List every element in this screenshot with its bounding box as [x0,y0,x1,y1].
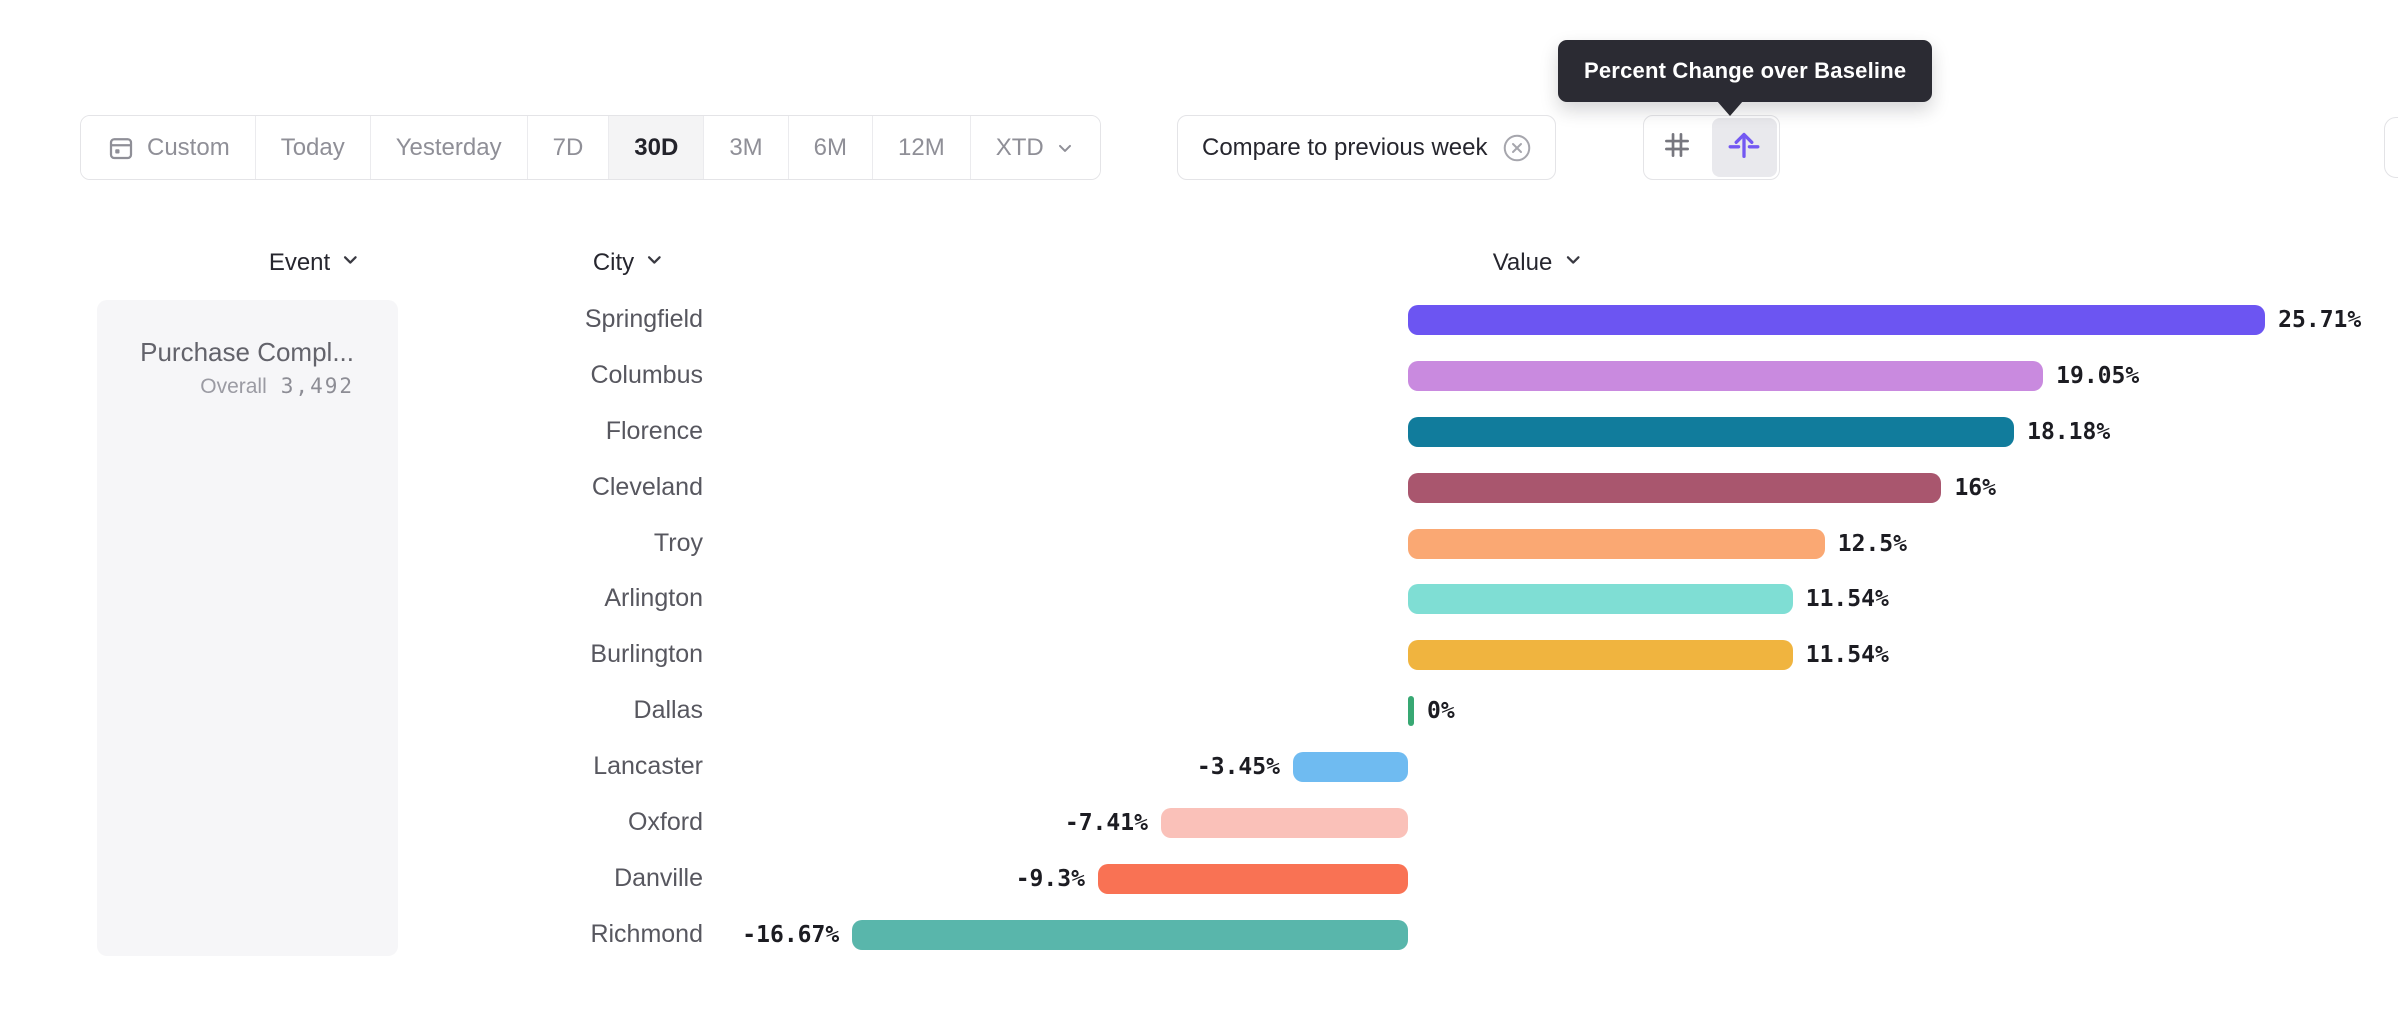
chevron-down-icon [644,249,665,277]
bar[interactable] [1408,584,1793,615]
table-row: Dallas 0% [0,683,2398,739]
date-range-label: Yesterday [395,133,502,161]
date-range-group: Custom Today Yesterday 7D 30D 3M 6M 12M … [80,115,1101,180]
bar[interactable] [1408,360,2044,391]
bar[interactable] [1408,528,1825,559]
bar[interactable] [1408,640,1793,671]
city-label: Danville [614,863,703,892]
date-range-label: Today [280,133,345,161]
table-row: Burlington 11.54% [0,627,2398,683]
column-header-city[interactable]: City [593,246,665,280]
date-range-label: 30D [634,133,679,161]
date-range-button[interactable]: Custom [81,116,255,179]
column-header-value[interactable]: Value [1493,246,1584,280]
value-label: -16.67% [742,921,840,948]
date-range-label: 12M [898,133,945,161]
toggle-percent-baseline-view[interactable] [1711,118,1777,177]
bar-rows: Springfield 25.71% Columbus 19.05% Flore… [0,292,2398,963]
city-label: Oxford [627,808,703,837]
event-card[interactable]: Purchase Compl... Overall 3,492 [97,300,398,956]
close-circle-icon[interactable] [1501,132,1533,164]
date-range-label: XTD [995,133,1044,161]
table-row: Oxford -7.41% [0,795,2398,851]
value-label: 0% [1427,698,1455,725]
bar[interactable] [1097,863,1408,894]
table-row: Springfield 25.71% [0,292,2398,348]
chevron-down-icon [1055,138,1075,158]
bar[interactable] [1408,472,1942,503]
percent-baseline-icon [1726,127,1762,168]
value-label: 12.5% [1837,530,1907,557]
table-row: Florence 18.18% [0,404,2398,460]
bar[interactable] [1408,696,1414,727]
column-header-label: Event [268,249,331,276]
table-row: Troy 12.5% [0,516,2398,572]
date-range-label: Custom [147,133,230,161]
overall-value: 3,492 [280,374,354,398]
date-range-button[interactable]: Yesterday [369,116,527,179]
date-range-button[interactable]: 6M [787,116,872,179]
bar[interactable] [1160,808,1408,839]
city-label: Columbus [590,360,703,389]
date-range-label: 6M [813,133,847,161]
table-row: Richmond -16.67% [0,907,2398,963]
table-row: Cleveland 16% [0,460,2398,516]
date-range-button[interactable]: Today [254,116,370,179]
overall-label: Overall [200,375,267,398]
bar[interactable] [1408,305,2266,335]
calendar-icon [106,133,136,163]
value-label: 11.54% [1805,586,1889,613]
view-toggle-group [1643,115,1780,180]
date-range-button[interactable]: 30D [608,116,704,179]
column-header-label: Value [1492,249,1553,276]
event-title: Purchase Compl... [140,337,354,367]
value-label: 11.54% [1805,642,1889,669]
city-label: Arlington [604,584,703,613]
grid-number-icon [1660,128,1694,167]
column-header-label: City [592,249,635,276]
bar[interactable] [1292,752,1408,783]
table-row: Danville -9.3% [0,851,2398,907]
column-header-event[interactable]: Event [269,246,361,280]
city-label: Dallas [633,696,703,725]
value-label: -7.41% [1064,810,1148,837]
city-label: Springfield [584,305,703,333]
date-range-button[interactable]: 7D [526,116,609,179]
value-label: 18.18% [2027,418,2111,445]
date-range-label: 7D [552,133,584,161]
event-overall: Overall 3,492 [117,374,354,399]
table-row: Columbus 19.05% [0,348,2398,404]
city-label: Troy [653,528,703,557]
city-label: Florence [605,416,703,445]
toggle-number-view[interactable] [1644,116,1710,179]
date-range-button[interactable]: 12M [872,116,970,179]
bar[interactable] [1408,416,2015,447]
value-label: 25.71% [2278,307,2362,333]
city-label: Richmond [590,919,703,948]
date-range-button[interactable]: XTD [969,116,1100,179]
date-range-label: 3M [729,133,763,161]
city-label: Cleveland [591,472,703,501]
chevron-down-icon [1562,249,1583,277]
compare-chip[interactable]: Compare to previous week [1177,115,1557,180]
date-range-button[interactable]: 3M [703,116,788,179]
value-label: 19.05% [2056,362,2140,389]
table-row: Lancaster -3.45% [0,739,2398,795]
value-label: 16% [1954,474,1996,501]
city-label: Burlington [590,640,703,669]
tooltip-text: Percent Change over Baseline [1584,58,1907,83]
city-label: Lancaster [593,752,703,781]
compare-chip-label: Compare to previous week [1202,133,1488,161]
partial-button-edge[interactable] [2384,117,2398,178]
value-label: -9.3% [1015,865,1085,892]
value-label: -3.45% [1196,754,1280,781]
tooltip-percent-change: Percent Change over Baseline [1558,40,1933,116]
bar[interactable] [852,919,1408,950]
table-row: Arlington 11.54% [0,571,2398,627]
tooltip-caret [1717,101,1743,116]
chevron-down-icon [340,249,361,277]
